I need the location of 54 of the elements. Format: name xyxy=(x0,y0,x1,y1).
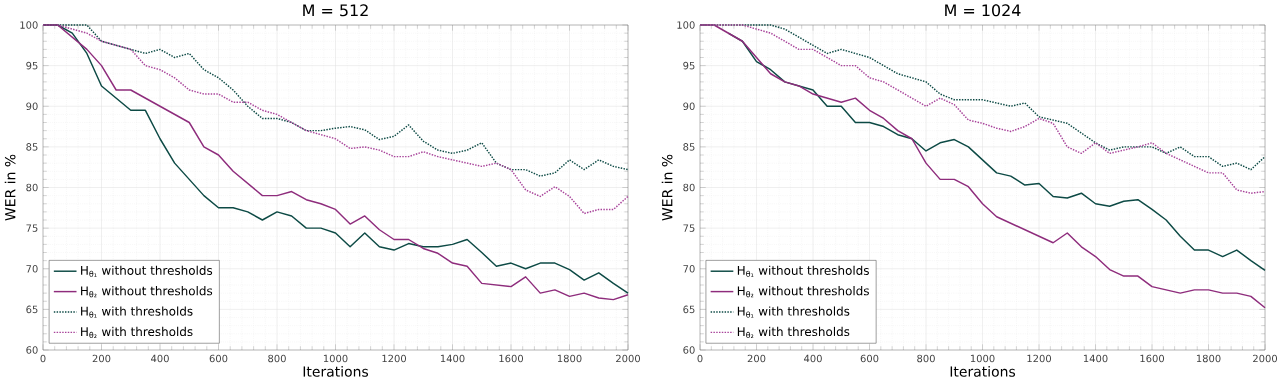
y-tick-label: 60 xyxy=(26,346,38,354)
x-tick-label: 2000 xyxy=(1253,354,1278,363)
y-tick-label: 80 xyxy=(683,183,695,192)
y-tick-label: 85 xyxy=(683,143,695,151)
y-tick-label: 100 xyxy=(20,21,38,29)
x-tick-label: 1200 xyxy=(1027,354,1052,363)
legend-label: H$_{θ₂}$ with thresholds xyxy=(81,326,193,339)
x-tick-label: 0 xyxy=(697,354,703,363)
legend-label: H$_{θ₂}$ without thresholds xyxy=(737,286,869,298)
x-tick-label: 1200 xyxy=(382,354,407,363)
x-tick-label: 1400 xyxy=(1083,354,1108,363)
x-tick-label: 1800 xyxy=(557,354,582,363)
x-tick-label: 2000 xyxy=(616,354,641,363)
y-tick-label: 65 xyxy=(26,305,38,314)
x-axis-title: Iterations xyxy=(950,366,1016,377)
y-tick-label: 80 xyxy=(26,183,38,192)
x-tick-label: 600 xyxy=(860,354,879,363)
x-tick-label: 400 xyxy=(803,354,822,363)
y-axis-title: WER in % xyxy=(4,154,16,221)
x-tick-label: 0 xyxy=(40,354,46,363)
y-tick-label: 60 xyxy=(683,346,695,354)
x-axis-title: Iterations xyxy=(303,366,369,377)
chart-title: M = 1024 xyxy=(945,4,1021,17)
y-tick-label: 95 xyxy=(683,61,695,70)
x-tick-label: 1400 xyxy=(440,354,465,363)
y-tick-label: 90 xyxy=(26,102,38,111)
chart-title: M = 512 xyxy=(303,4,368,17)
y-tick-label: 100 xyxy=(677,21,695,29)
x-tick-label: 1600 xyxy=(499,354,524,363)
legend-label: H$_{θ₂}$ with thresholds xyxy=(737,326,850,339)
x-tick-label: 200 xyxy=(747,354,766,363)
x-tick-label: 400 xyxy=(150,354,169,363)
y-tick-label: 85 xyxy=(26,143,38,151)
x-tick-label: 800 xyxy=(268,354,286,363)
legend-label: H$_{θ₁}$ without thresholds xyxy=(81,265,213,277)
x-tick-label: 200 xyxy=(92,354,111,363)
y-axis-title: WER in % xyxy=(661,154,673,221)
legend-label: H$_{θ₁}$ without thresholds xyxy=(737,265,869,277)
legend-label: H$_{θ₂}$ without thresholds xyxy=(81,286,213,298)
y-tick-label: 75 xyxy=(683,224,695,232)
x-tick-label: 1000 xyxy=(970,354,995,363)
y-tick-label: 95 xyxy=(26,61,38,70)
legend-label: H$_{θ₁}$ with thresholds xyxy=(81,306,193,318)
y-tick-label: 70 xyxy=(26,264,38,273)
y-tick-label: 65 xyxy=(683,305,695,314)
x-tick-label: 800 xyxy=(917,354,935,363)
y-tick-label: 75 xyxy=(26,224,38,232)
legend-label: H$_{θ₁}$ with thresholds xyxy=(737,306,850,318)
y-tick-label: 90 xyxy=(683,102,695,111)
y-tick-label: 70 xyxy=(683,264,695,273)
x-tick-label: 600 xyxy=(209,354,228,363)
x-tick-label: 1800 xyxy=(1196,354,1221,363)
x-tick-label: 1000 xyxy=(323,354,348,363)
x-tick-label: 1600 xyxy=(1140,354,1165,363)
